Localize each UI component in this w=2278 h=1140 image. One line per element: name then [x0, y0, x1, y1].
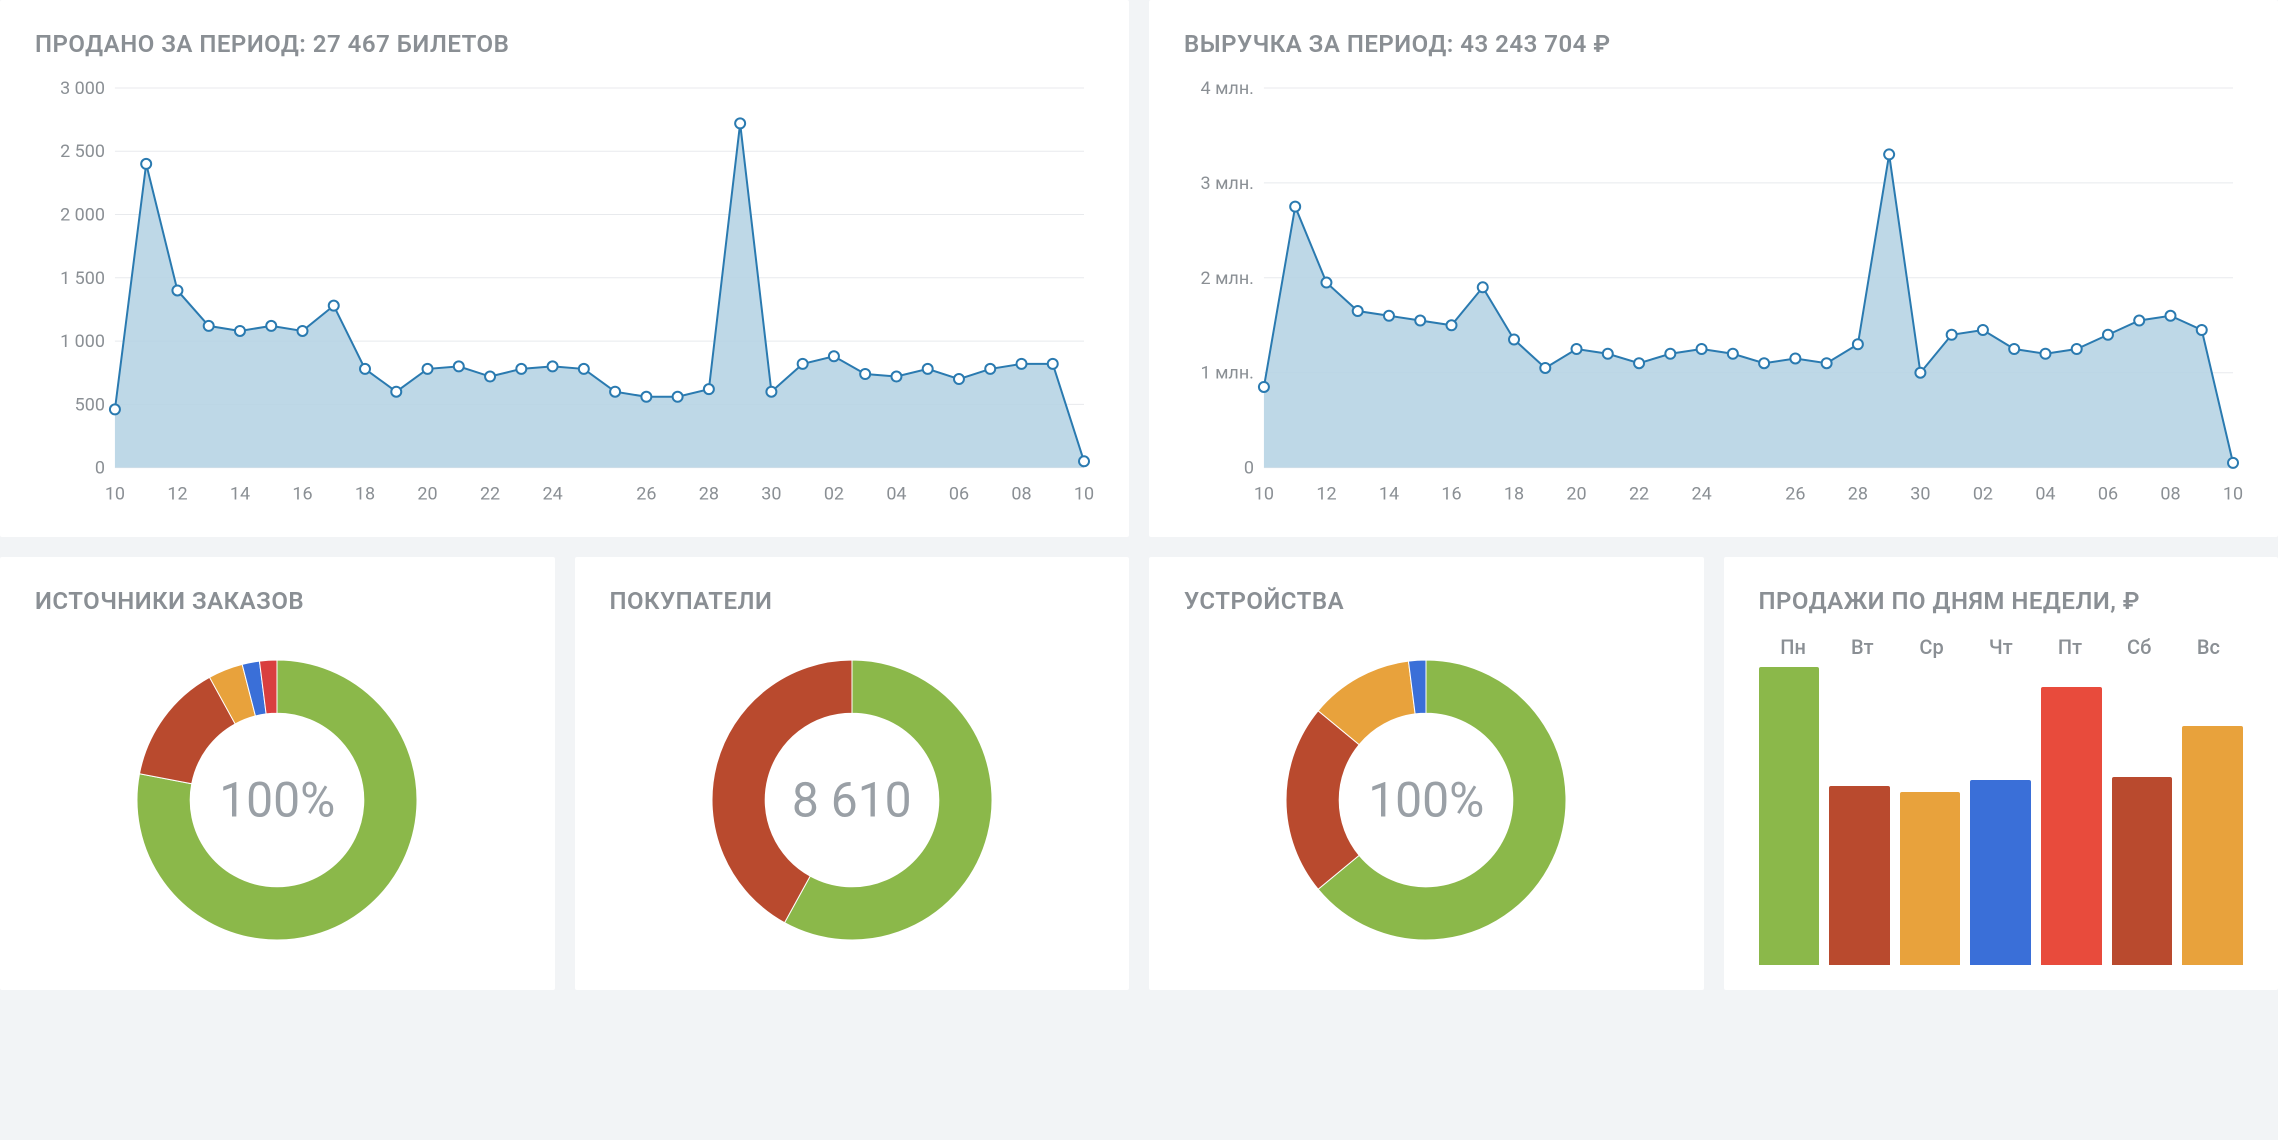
tickets-sold-card: ПРОДАНО ЗА ПЕРИОД: 27 467 билетов 0 500 1 …: [0, 0, 1129, 537]
order-sources-chart-wrap: 100%: [35, 635, 520, 965]
revenue-title: ВЫРУЧКА ЗА ПЕРИОД: 43 243 704 ₽: [1184, 30, 2243, 58]
svg-text:16: 16: [1441, 484, 1461, 505]
svg-text:10: 10: [1254, 484, 1274, 505]
devices-center-value: 100%: [1368, 771, 1484, 828]
svg-text:08: 08: [2160, 484, 2180, 505]
buyers-title: ПОКУПАТЕЛИ: [610, 587, 1095, 615]
weekday-sales-card: ПРОДАЖИ ПО ДНЯМ НЕДЕЛИ, ₽ ПнВтСрЧтПтСбВс: [1724, 557, 2278, 990]
order-sources-card: ИСТОЧНИКИ ЗАКАЗОВ 100%: [0, 557, 555, 990]
revenue-chart[interactable]: 0 1 млн. 2 млн. 3 млн. 4 млн. 10 12 14 16 18 20 22 2…: [1184, 78, 2243, 508]
svg-text:22: 22: [480, 484, 500, 505]
weekday-label: Пт: [2035, 635, 2104, 659]
svg-text:1 млн.: 1 млн.: [1201, 363, 1254, 384]
svg-text:24: 24: [542, 484, 562, 505]
devices-title: УСТРОЙСТВА: [1184, 587, 1669, 615]
weekday-label: Вс: [2174, 635, 2243, 659]
weekday-bar[interactable]: [1759, 667, 1820, 965]
svg-text:0: 0: [95, 458, 105, 479]
weekday-bar[interactable]: [2041, 687, 2102, 964]
svg-text:02: 02: [824, 484, 844, 505]
svg-text:04: 04: [2035, 484, 2055, 505]
svg-text:04: 04: [886, 484, 906, 505]
buyers-center-value: 8 610: [792, 771, 912, 828]
svg-text:12: 12: [1316, 484, 1336, 505]
weekday-bar[interactable]: [1900, 792, 1961, 965]
svg-text:2 000: 2 000: [60, 205, 105, 226]
buyers-chart-wrap: 8 610: [610, 635, 1095, 965]
svg-text:10: 10: [1074, 484, 1094, 505]
svg-text:0: 0: [1244, 458, 1254, 479]
svg-text:14: 14: [230, 484, 250, 505]
weekday-label: Пн: [1759, 635, 1828, 659]
svg-text:2 500: 2 500: [60, 141, 105, 162]
revenue-card: ВЫРУЧКА ЗА ПЕРИОД: 43 243 704 ₽ 0 1 млн. 2…: [1149, 0, 2278, 537]
weekday-label: Чт: [1966, 635, 2035, 659]
svg-text:18: 18: [355, 484, 375, 505]
svg-text:3 млн.: 3 млн.: [1201, 173, 1254, 194]
svg-text:26: 26: [636, 484, 656, 505]
svg-text:30: 30: [1910, 484, 1930, 505]
svg-text:20: 20: [417, 484, 437, 505]
weekday-bar[interactable]: [1829, 786, 1890, 965]
weekday-sales-title: ПРОДАЖИ ПО ДНЯМ НЕДЕЛИ, ₽: [1759, 587, 2244, 615]
svg-text:28: 28: [699, 484, 719, 505]
svg-text:18: 18: [1504, 484, 1524, 505]
weekday-sales-chart[interactable]: ПнВтСрЧтПтСбВс: [1759, 635, 2244, 965]
dashboard: ПРОДАНО ЗА ПЕРИОД: 27 467 билетов 0 500 1 …: [0, 0, 2278, 990]
svg-text:14: 14: [1379, 484, 1399, 505]
buyers-card: ПОКУПАТЕЛИ 8 610: [575, 557, 1130, 990]
svg-text:26: 26: [1785, 484, 1805, 505]
svg-text:10: 10: [105, 484, 125, 505]
svg-text:22: 22: [1629, 484, 1649, 505]
svg-text:2 млн.: 2 млн.: [1201, 268, 1254, 289]
svg-text:1 500: 1 500: [60, 268, 105, 289]
order-sources-center-value: 100%: [219, 771, 335, 828]
weekday-bar[interactable]: [2112, 777, 2173, 965]
svg-text:02: 02: [1973, 484, 1993, 505]
svg-text:1 000: 1 000: [60, 331, 105, 352]
svg-text:30: 30: [761, 484, 781, 505]
svg-text:12: 12: [167, 484, 187, 505]
weekday-bar[interactable]: [1970, 780, 2031, 965]
weekday-label: Сб: [2105, 635, 2174, 659]
svg-text:16: 16: [292, 484, 312, 505]
svg-text:06: 06: [949, 484, 969, 505]
weekday-label: Ср: [1897, 635, 1966, 659]
weekday-bar[interactable]: [2182, 726, 2243, 964]
devices-card: УСТРОЙСТВА 100%: [1149, 557, 1704, 990]
svg-text:4 млн.: 4 млн.: [1201, 78, 1254, 99]
devices-chart-wrap: 100%: [1184, 635, 1669, 965]
svg-text:24: 24: [1691, 484, 1711, 505]
svg-text:28: 28: [1848, 484, 1868, 505]
svg-text:10: 10: [2223, 484, 2243, 505]
svg-text:06: 06: [2098, 484, 2118, 505]
order-sources-title: ИСТОЧНИКИ ЗАКАЗОВ: [35, 587, 520, 615]
svg-text:3 000: 3 000: [60, 78, 105, 99]
weekday-label: Вт: [1828, 635, 1897, 659]
svg-text:500: 500: [75, 394, 105, 415]
tickets-sold-chart[interactable]: 0 500 1 000 1 500 2 000 2 500 3 000 10 12 14 16 18 2…: [35, 78, 1094, 508]
tickets-sold-title: ПРОДАНО ЗА ПЕРИОД: 27 467 билетов: [35, 30, 1094, 58]
svg-text:08: 08: [1011, 484, 1031, 505]
svg-text:20: 20: [1566, 484, 1586, 505]
